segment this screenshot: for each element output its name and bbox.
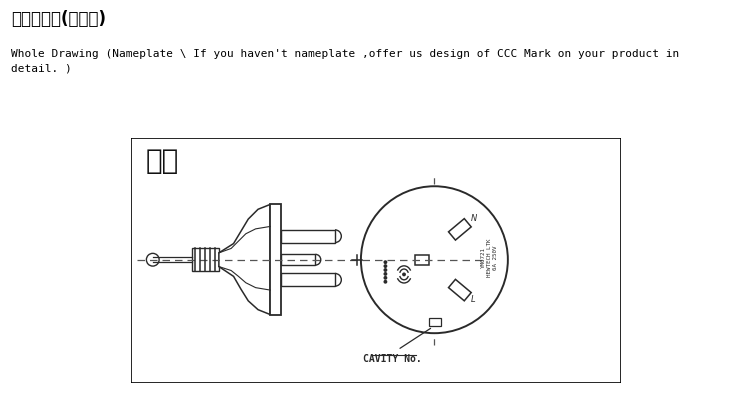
- Text: YM6721
HEWTECH LTK
6A 250V: YM6721 HEWTECH LTK 6A 250V: [480, 238, 498, 276]
- Circle shape: [384, 276, 387, 279]
- Circle shape: [403, 273, 405, 276]
- Text: L: L: [471, 295, 476, 305]
- Text: N: N: [470, 214, 476, 223]
- Bar: [414, 255, 430, 265]
- Polygon shape: [448, 279, 471, 301]
- Circle shape: [384, 280, 387, 283]
- Polygon shape: [219, 204, 270, 314]
- Circle shape: [384, 273, 387, 275]
- FancyBboxPatch shape: [281, 254, 316, 265]
- Circle shape: [384, 269, 387, 271]
- Polygon shape: [448, 218, 471, 240]
- Text: 样图: 样图: [146, 147, 179, 175]
- FancyBboxPatch shape: [281, 230, 335, 243]
- Circle shape: [384, 265, 387, 267]
- Bar: [430, 318, 441, 326]
- Bar: [270, 204, 281, 314]
- Circle shape: [384, 261, 387, 263]
- Text: CAVITY No.: CAVITY No.: [363, 354, 422, 364]
- Text: Whole Drawing (Nameplate \ If you haven't nameplate ,offer us design of CCC Mark: Whole Drawing (Nameplate \ If you haven'…: [11, 49, 680, 73]
- Text: 整体设计图(或铭牌): 整体设计图(或铭牌): [11, 10, 106, 28]
- Bar: [192, 248, 219, 271]
- FancyBboxPatch shape: [281, 273, 335, 286]
